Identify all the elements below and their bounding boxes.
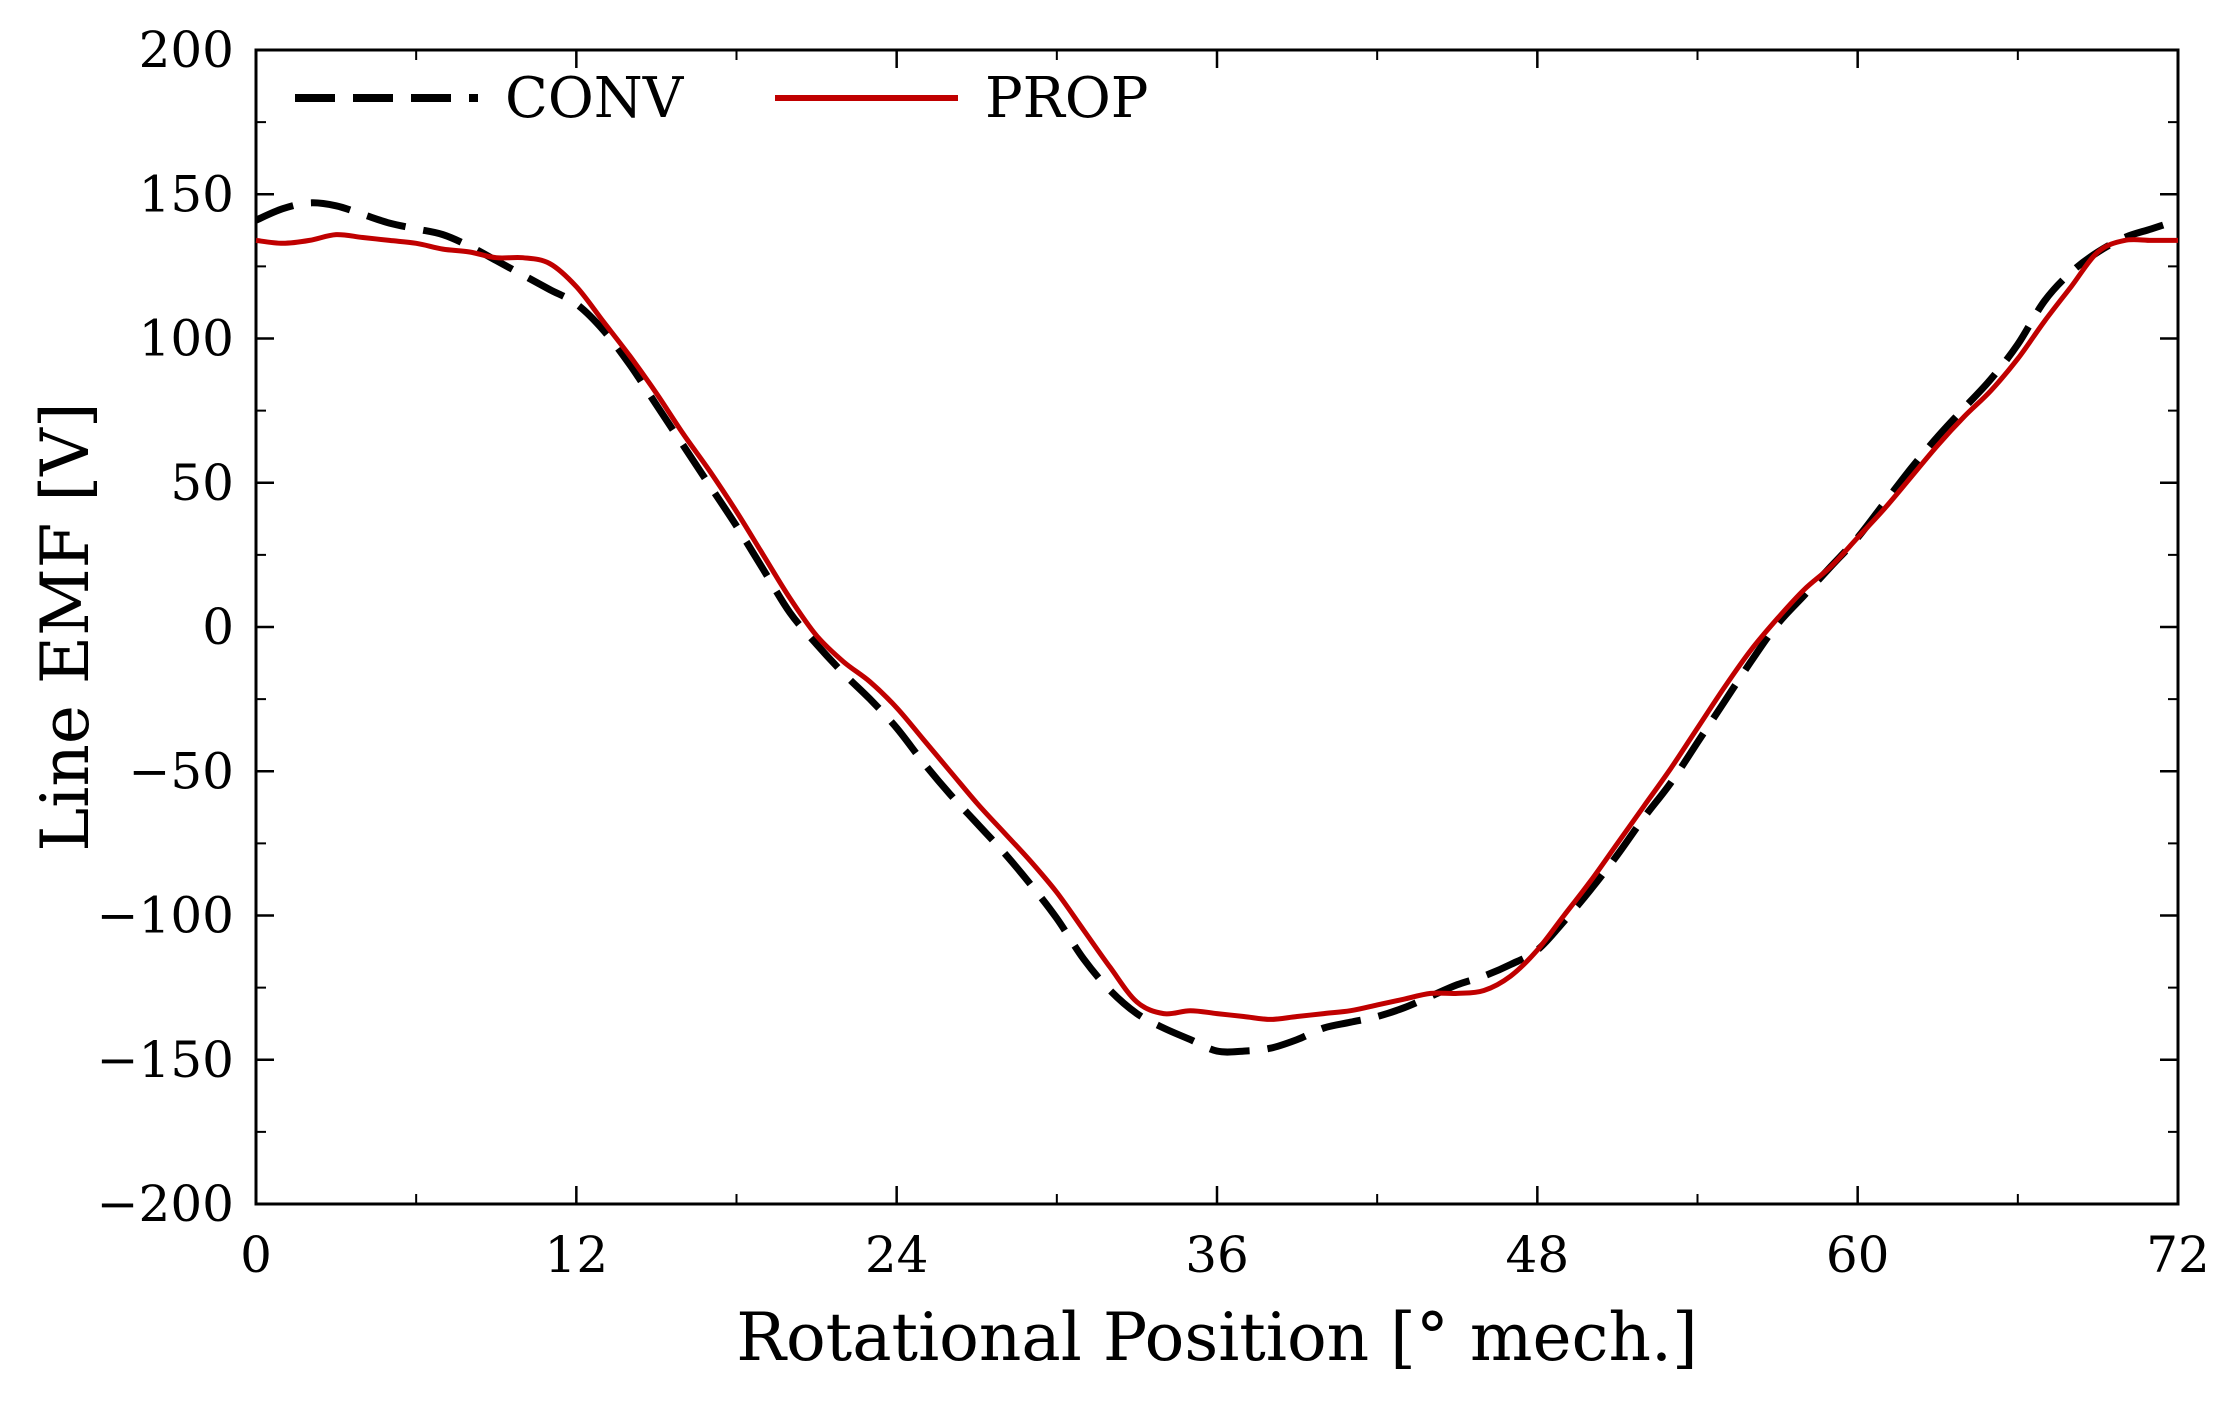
x-tick-label: 72 xyxy=(2146,1226,2210,1284)
y-tick-label: 200 xyxy=(139,21,234,79)
legend-label-conv: CONV xyxy=(505,66,685,131)
x-tick-label: 12 xyxy=(545,1226,609,1284)
y-tick-label: −50 xyxy=(128,742,234,800)
x-tick-label: 36 xyxy=(1185,1226,1249,1284)
y-tick-label: 50 xyxy=(170,454,234,512)
y-tick-label: −100 xyxy=(97,887,234,945)
x-tick-label: 48 xyxy=(1506,1226,1570,1284)
x-tick-labels: 0 12 24 36 48 60 72 xyxy=(240,1226,2210,1284)
x-axis-label: Rotational Position [° mech.] xyxy=(736,1299,1697,1376)
y-tick-labels: −200 −150 −100 −50 0 50 100 150 200 xyxy=(97,21,234,1233)
series-line-prop xyxy=(255,232,2178,1022)
x-tick-label: 60 xyxy=(1826,1226,1890,1284)
series-line-conv xyxy=(254,199,2180,1056)
y-axis-label: Line EMF [V] xyxy=(27,402,104,851)
y-tick-label: −150 xyxy=(97,1031,234,1089)
y-tick-label: 150 xyxy=(139,165,234,223)
series-lines xyxy=(254,199,2180,1056)
y-tick-label: 100 xyxy=(139,310,234,368)
legend: CONV PROP xyxy=(295,66,1148,131)
x-tick-label: 24 xyxy=(865,1226,929,1284)
axis-ticks xyxy=(254,48,2180,1206)
legend-label-prop: PROP xyxy=(985,66,1148,131)
plot-frame xyxy=(254,48,2180,1206)
y-tick-label: −200 xyxy=(97,1175,234,1233)
x-tick-label: 0 xyxy=(240,1226,272,1284)
y-tick-label: 0 xyxy=(202,598,234,656)
